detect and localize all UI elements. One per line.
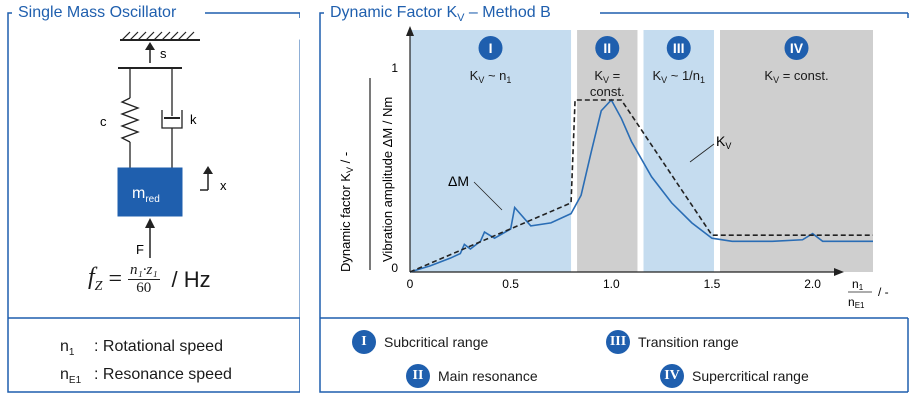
variable-row: n1 : Rotational speed [60, 336, 232, 364]
formula-lhs: f [88, 264, 95, 291]
formula-numerator: n₁·z₁ [128, 262, 160, 280]
badge-icon: I [352, 330, 376, 354]
x-tick-label: 2.0 [804, 277, 821, 291]
label-k: k [190, 112, 197, 127]
x-tick-label: 0.5 [502, 277, 519, 291]
formula-denominator: 60 [136, 280, 152, 296]
label-kv-sub: V [725, 141, 731, 151]
label-s: s [160, 46, 167, 61]
variable-row: nE1 : Resonance speed [60, 364, 232, 392]
var-sub: 1 [68, 347, 75, 359]
region-badge-icon [784, 36, 809, 60]
legend-item-main-resonance: II Main resonance [406, 364, 538, 388]
label-c: c [100, 114, 107, 129]
region-formula: KV ~ 1/n1 [652, 68, 705, 85]
region-formula: KV ~ n1 [470, 68, 512, 85]
badge-icon: III [606, 330, 630, 354]
x-label-den: nE1 [848, 295, 865, 310]
x-label-num: n1 [852, 277, 864, 292]
region-iii [643, 30, 714, 272]
mass-sub: red [145, 194, 159, 205]
var-sub: E1 [68, 375, 82, 387]
x-tick-label: 0 [407, 277, 414, 291]
y-label-outer-sub: V [345, 167, 355, 173]
var-symbol: n [60, 366, 69, 384]
y-label-outer-text: Dynamic factor K [338, 173, 353, 272]
region-numeral: IV [790, 40, 804, 56]
x-tick-label: 1.5 [704, 277, 721, 291]
left-panel-title: Single Mass Oscillator [12, 3, 183, 23]
right-panel-title: Dynamic Factor KV – Method B [324, 3, 557, 29]
var-symbol: n [60, 338, 69, 355]
y-label-inner: Vibration amplitude ΔM / Nm [380, 97, 395, 262]
legend-item-transition: III Transition range [606, 330, 739, 354]
x-label-num-sub: 1 [859, 283, 864, 292]
legend-label: Transition range [638, 334, 739, 350]
region-ii [577, 30, 638, 272]
formula-eq: = [108, 266, 123, 292]
y-label-outer: Dynamic factor KV / - [338, 152, 355, 272]
svg-text:mred: mred [132, 185, 160, 205]
label-x: x [220, 178, 227, 193]
region-formula-line2: const. [590, 84, 625, 99]
legend-label: Subcritical range [384, 334, 489, 350]
title-sub: V [457, 12, 465, 25]
region-numeral: II [603, 40, 611, 56]
region-numeral: III [673, 40, 685, 56]
x-label-suffix: / - [878, 285, 889, 299]
region-badge-icon [595, 36, 620, 60]
y-tick-0: 0 [391, 261, 398, 275]
region-formula: KV = const. [764, 68, 828, 85]
title-suffix: – Method B [464, 4, 551, 21]
label-F: F [136, 242, 144, 257]
legend-item-subcritical: I Subcritical range [352, 330, 488, 354]
series-dynamic-factor [409, 99, 873, 273]
label-delta-m: ΔM [448, 173, 469, 189]
mass-block [117, 167, 183, 217]
region-numeral: I [489, 40, 493, 56]
x-label-den-text: n [848, 295, 855, 309]
dynamic-factor-chart: I KV ~ n1 II KV =const. III KV ~ 1/n1 IV KV = c… [338, 26, 889, 310]
oscillator-diagram: s c k mred x F [100, 31, 227, 258]
label-kv: KV [716, 133, 731, 151]
region-badge-icon [666, 36, 691, 60]
badge-icon: II [406, 364, 430, 388]
y-tick-1: 1 [391, 61, 398, 75]
x-label-den-sub: E1 [855, 301, 865, 310]
x-label-num-text: n [852, 277, 859, 291]
variable-legend: n1 : Rotational speed nE1 : Resonance sp… [60, 336, 232, 392]
formula-unit: / Hz [171, 266, 211, 292]
region-i [410, 30, 572, 272]
mass-label: m [132, 185, 145, 202]
label-kv-text: K [716, 133, 726, 149]
series-vibration-amplitude [409, 98, 873, 273]
region-badge-icon [478, 36, 503, 60]
var-desc: : Rotational speed [94, 338, 223, 355]
title-text: Dynamic Factor K [330, 4, 458, 21]
var-desc: : Resonance speed [94, 366, 232, 384]
formula-lhs-sub: Z [94, 278, 103, 294]
x-tick-label: 1.0 [603, 277, 620, 291]
legend-item-supercritical: IV Supercritical range [660, 364, 809, 388]
badge-icon: IV [660, 364, 684, 388]
legend-label: Main resonance [438, 368, 538, 384]
legend-label: Supercritical range [692, 368, 809, 384]
region-formula: KV = [594, 68, 620, 85]
y-label-outer-suffix: / - [338, 152, 353, 167]
region-iv [720, 30, 873, 272]
frequency-formula: fZ = n₁·z₁ 60 / Hz [88, 262, 211, 297]
